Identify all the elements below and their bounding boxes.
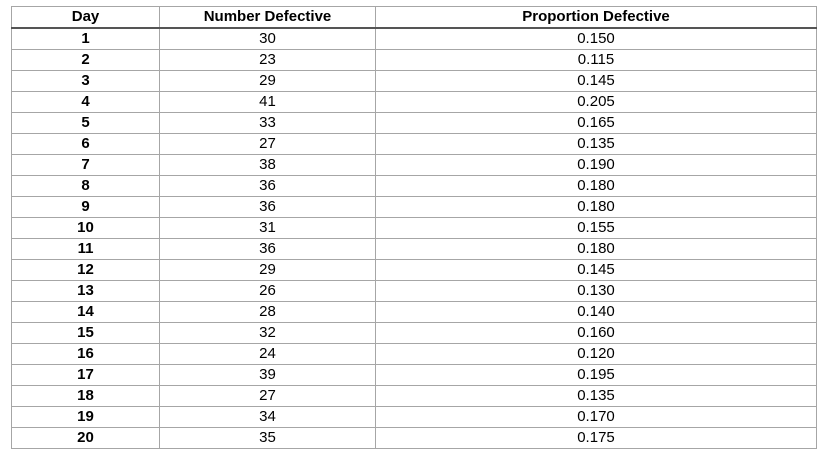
proportion-defective-cell: 0.145: [375, 70, 817, 92]
table-row: 18 27 0.135: [11, 385, 817, 407]
number-defective-cell: 29: [159, 259, 376, 281]
table-row: 6 27 0.135: [11, 133, 817, 155]
number-defective-cell: 24: [159, 343, 376, 365]
proportion-defective-cell: 0.120: [375, 343, 817, 365]
day-cell: 6: [11, 133, 160, 155]
day-cell: 7: [11, 154, 160, 176]
proportion-defective-cell: 0.180: [375, 196, 817, 218]
number-defective-cell: 27: [159, 385, 376, 407]
day-cell: 14: [11, 301, 160, 323]
proportion-defective-cell: 0.205: [375, 91, 817, 113]
table-row: 14 28 0.140: [11, 301, 817, 323]
table-row: 16 24 0.120: [11, 343, 817, 365]
table-row: 1 30 0.150: [11, 27, 817, 50]
day-cell: 12: [11, 259, 160, 281]
table-row: 9 36 0.180: [11, 196, 817, 218]
day-cell: 9: [11, 196, 160, 218]
number-defective-cell: 33: [159, 112, 376, 134]
table-row: 15 32 0.160: [11, 322, 817, 344]
day-cell: 8: [11, 175, 160, 197]
number-defective-cell: 36: [159, 238, 376, 260]
proportion-defective-cell: 0.140: [375, 301, 817, 323]
proportion-defective-cell: 0.175: [375, 427, 817, 449]
header-row: Day Number Defective Proportion Defectiv…: [11, 6, 817, 29]
proportion-defective-cell: 0.115: [375, 49, 817, 71]
proportion-defective-cell: 0.180: [375, 238, 817, 260]
number-defective-cell: 34: [159, 406, 376, 428]
number-defective-cell: 35: [159, 427, 376, 449]
table-row: 17 39 0.195: [11, 364, 817, 386]
day-cell: 2: [11, 49, 160, 71]
header-day: Day: [11, 6, 160, 29]
day-cell: 16: [11, 343, 160, 365]
table-row: 5 33 0.165: [11, 112, 817, 134]
table-row: 3 29 0.145: [11, 70, 817, 92]
header-proportion-defective: Proportion Defective: [375, 6, 817, 29]
proportion-defective-cell: 0.190: [375, 154, 817, 176]
header-number-defective: Number Defective: [159, 6, 376, 29]
table-row: 8 36 0.180: [11, 175, 817, 197]
day-cell: 15: [11, 322, 160, 344]
day-cell: 11: [11, 238, 160, 260]
proportion-defective-cell: 0.145: [375, 259, 817, 281]
day-cell: 4: [11, 91, 160, 113]
number-defective-cell: 38: [159, 154, 376, 176]
day-cell: 20: [11, 427, 160, 449]
proportion-defective-cell: 0.160: [375, 322, 817, 344]
table-row: 10 31 0.155: [11, 217, 817, 239]
table-body: 1 30 0.150 2 23 0.115 3 29 0.145 4 41 0.205 5 33 0.165…: [11, 27, 817, 449]
day-cell: 5: [11, 112, 160, 134]
proportion-defective-cell: 0.150: [375, 27, 817, 50]
number-defective-cell: 41: [159, 91, 376, 113]
number-defective-cell: 36: [159, 196, 376, 218]
day-cell: 18: [11, 385, 160, 407]
number-defective-cell: 23: [159, 49, 376, 71]
day-cell: 3: [11, 70, 160, 92]
number-defective-cell: 32: [159, 322, 376, 344]
table-row: 4 41 0.205: [11, 91, 817, 113]
day-cell: 19: [11, 406, 160, 428]
table-row: 12 29 0.145: [11, 259, 817, 281]
table-row: 2 23 0.115: [11, 49, 817, 71]
proportion-defective-cell: 0.130: [375, 280, 817, 302]
proportion-defective-cell: 0.135: [375, 385, 817, 407]
proportion-defective-cell: 0.135: [375, 133, 817, 155]
table-row: 13 26 0.130: [11, 280, 817, 302]
number-defective-cell: 36: [159, 175, 376, 197]
table-row: 7 38 0.190: [11, 154, 817, 176]
number-defective-cell: 39: [159, 364, 376, 386]
defects-table: Day Number Defective Proportion Defectiv…: [11, 6, 817, 449]
number-defective-cell: 27: [159, 133, 376, 155]
number-defective-cell: 28: [159, 301, 376, 323]
day-cell: 1: [11, 27, 160, 50]
table-row: 11 36 0.180: [11, 238, 817, 260]
day-cell: 13: [11, 280, 160, 302]
proportion-defective-cell: 0.165: [375, 112, 817, 134]
number-defective-cell: 30: [159, 27, 376, 50]
number-defective-cell: 26: [159, 280, 376, 302]
table-row: 20 35 0.175: [11, 427, 817, 449]
number-defective-cell: 29: [159, 70, 376, 92]
day-cell: 17: [11, 364, 160, 386]
number-defective-cell: 31: [159, 217, 376, 239]
proportion-defective-cell: 0.195: [375, 364, 817, 386]
proportion-defective-cell: 0.170: [375, 406, 817, 428]
proportion-defective-cell: 0.180: [375, 175, 817, 197]
proportion-defective-cell: 0.155: [375, 217, 817, 239]
day-cell: 10: [11, 217, 160, 239]
table-row: 19 34 0.170: [11, 406, 817, 428]
